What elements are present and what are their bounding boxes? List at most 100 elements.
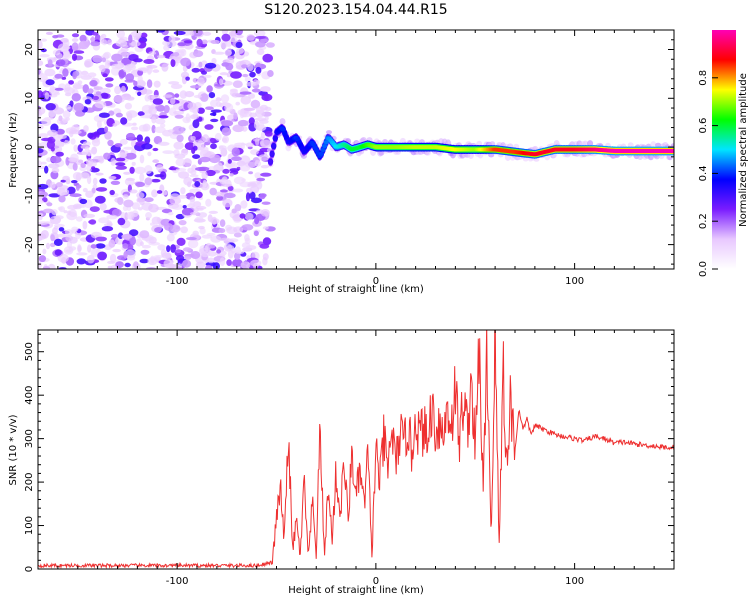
noise-blob bbox=[38, 73, 48, 82]
noise-blob bbox=[264, 116, 269, 121]
noise-blob bbox=[54, 249, 62, 256]
spectrogram-y-tick-label: -20 bbox=[24, 236, 35, 252]
noise-blob bbox=[98, 112, 110, 118]
noise-blob bbox=[161, 63, 169, 72]
noise-blob bbox=[210, 143, 217, 150]
noise-blob bbox=[183, 40, 193, 44]
noise-blob bbox=[227, 238, 239, 243]
colorbar-tick-label: 0.6 bbox=[698, 118, 709, 134]
noise-blob bbox=[141, 143, 153, 150]
noise-blob bbox=[175, 168, 187, 172]
noise-blob bbox=[231, 147, 240, 157]
noise-blob bbox=[87, 149, 92, 157]
noise-blob bbox=[108, 239, 116, 248]
spectrogram-x-tick-label: -100 bbox=[166, 276, 189, 287]
noise-blob bbox=[125, 132, 136, 141]
noise-blob bbox=[260, 131, 265, 139]
noise-blob bbox=[39, 54, 50, 58]
noise-blob bbox=[239, 213, 246, 219]
noise-blob bbox=[122, 194, 129, 199]
noise-blob bbox=[170, 58, 176, 68]
noise-blob bbox=[156, 190, 163, 194]
noise-blob bbox=[87, 88, 94, 94]
noise-blob bbox=[89, 80, 98, 87]
noise-blob bbox=[51, 167, 60, 174]
noise-blob bbox=[104, 77, 114, 82]
noise-blob bbox=[49, 181, 56, 189]
noise-blob bbox=[44, 116, 54, 121]
noise-blob bbox=[157, 244, 166, 251]
noise-blob bbox=[209, 137, 216, 143]
noise-blob bbox=[93, 86, 103, 90]
noise-blob bbox=[131, 161, 136, 166]
noise-blob bbox=[233, 112, 238, 120]
noise-blob bbox=[114, 85, 122, 95]
noise-blob bbox=[244, 234, 250, 242]
noise-blob bbox=[153, 255, 164, 259]
noise-blob bbox=[139, 230, 150, 239]
noise-blob bbox=[213, 51, 225, 55]
noise-blob bbox=[68, 80, 74, 85]
noise-blob bbox=[105, 68, 110, 75]
noise-blob bbox=[227, 159, 232, 164]
noise-blob bbox=[53, 238, 63, 246]
noise-blob bbox=[109, 176, 117, 180]
ridge-core-segment bbox=[314, 148, 320, 153]
ridge-core-segment bbox=[322, 144, 328, 149]
noise-blob bbox=[38, 255, 47, 263]
noise-blob bbox=[233, 232, 242, 238]
noise-blob bbox=[76, 252, 88, 256]
snr-series-line bbox=[38, 330, 674, 569]
noise-blob bbox=[143, 59, 155, 64]
noise-blob bbox=[71, 33, 80, 38]
noise-blob bbox=[229, 88, 238, 93]
noise-blob bbox=[63, 246, 74, 255]
noise-blob bbox=[117, 217, 126, 226]
noise-blob bbox=[210, 109, 222, 113]
noise-blob bbox=[56, 187, 66, 196]
noise-blob bbox=[104, 126, 109, 133]
noise-blob bbox=[260, 139, 272, 149]
colorbar-tick-label: 0.0 bbox=[698, 261, 709, 277]
noise-blob bbox=[185, 76, 190, 81]
spectrogram-y-tick-label: -10 bbox=[24, 188, 35, 204]
noise-blob bbox=[210, 118, 219, 123]
noise-blob bbox=[264, 131, 273, 137]
ridge-core-segment bbox=[323, 140, 329, 145]
noise-blob bbox=[234, 204, 242, 212]
noise-blob bbox=[256, 177, 266, 182]
ridge-core-segment bbox=[282, 131, 288, 136]
noise-blob bbox=[82, 84, 90, 94]
noise-blob bbox=[180, 226, 189, 234]
noise-blob bbox=[63, 87, 76, 94]
noise-blob bbox=[129, 166, 135, 174]
noise-blob bbox=[262, 237, 272, 246]
noise-blob bbox=[56, 52, 63, 59]
noise-blob bbox=[79, 198, 88, 205]
noise-blob bbox=[239, 91, 252, 95]
noise-blob bbox=[207, 257, 215, 264]
noise-blob bbox=[234, 246, 241, 254]
noise-blob bbox=[219, 189, 229, 193]
noise-blob bbox=[177, 42, 187, 47]
noise-blob bbox=[144, 165, 153, 174]
noise-blob bbox=[78, 40, 90, 50]
noise-blob bbox=[223, 192, 236, 199]
noise-blob bbox=[44, 165, 49, 174]
noise-blob bbox=[110, 180, 121, 185]
noise-blob bbox=[148, 106, 158, 115]
noise-blob bbox=[192, 154, 201, 160]
noise-blob bbox=[141, 244, 151, 249]
noise-blob bbox=[115, 39, 128, 47]
noise-blob bbox=[235, 34, 244, 39]
noise-blob bbox=[215, 97, 222, 102]
noise-blob bbox=[210, 99, 218, 108]
noise-blob bbox=[173, 30, 186, 36]
noise-blob bbox=[57, 134, 67, 139]
colorbar-tick-label: 0.2 bbox=[698, 213, 709, 229]
noise-blob bbox=[92, 95, 100, 101]
noise-blob bbox=[125, 73, 135, 82]
noise-blob bbox=[246, 187, 253, 194]
noise-blob bbox=[115, 261, 124, 268]
noise-blob bbox=[246, 34, 255, 41]
